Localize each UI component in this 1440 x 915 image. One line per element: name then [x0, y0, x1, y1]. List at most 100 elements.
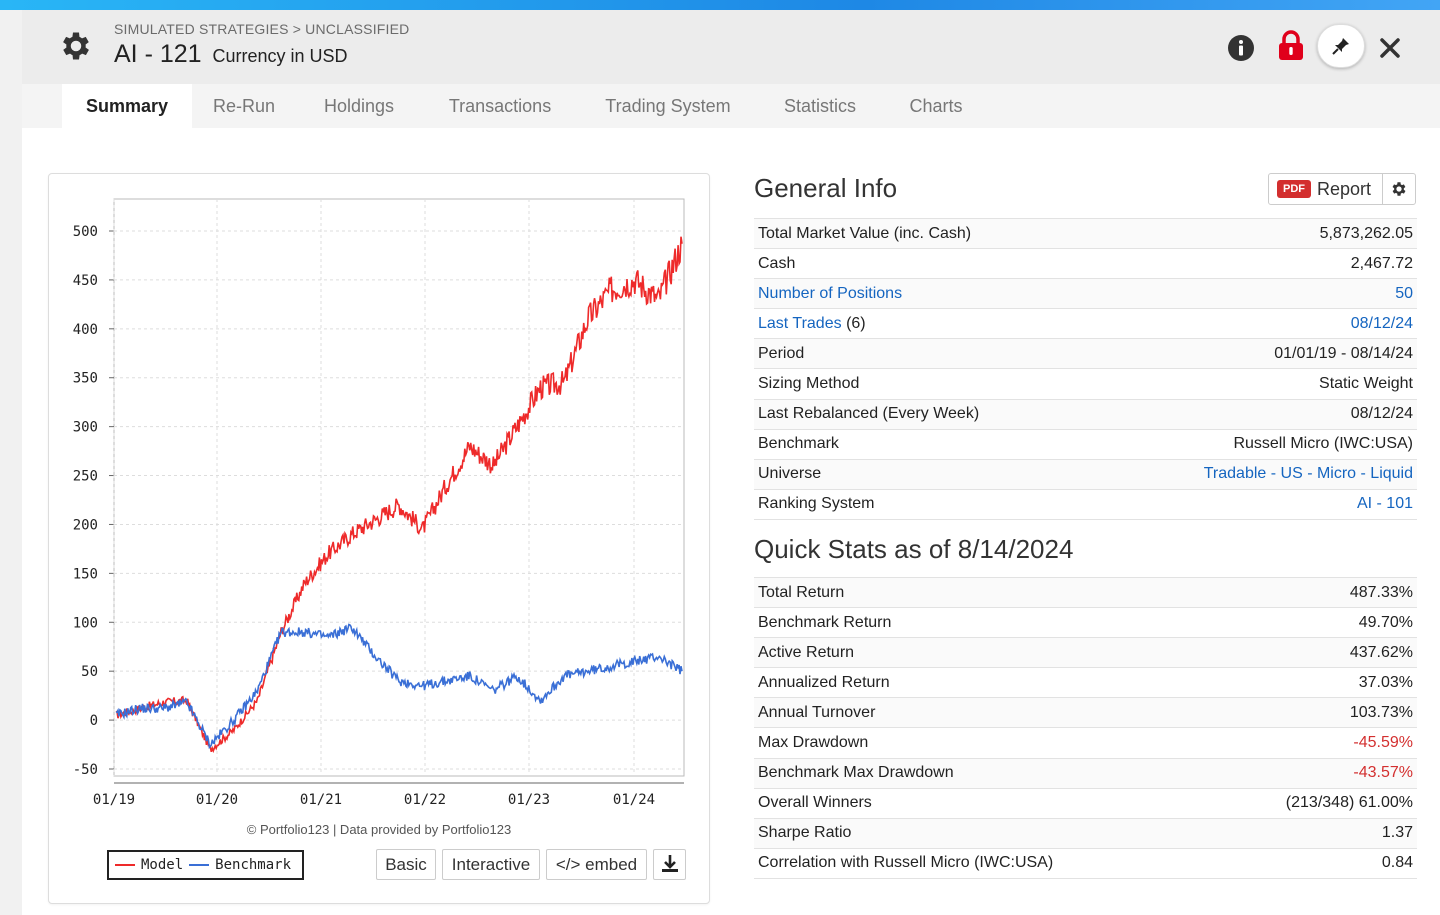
- legend-benchmark[interactable]: Benchmark: [189, 857, 291, 873]
- row-value: 487.33%: [1212, 576, 1417, 608]
- y-tick-label: 350: [73, 371, 98, 387]
- y-tick-label: 300: [73, 420, 98, 436]
- row-value: 01/01/19 - 08/14/24: [1094, 338, 1417, 369]
- close-icon[interactable]: [1380, 38, 1400, 58]
- tab-transactions[interactable]: Transactions: [448, 96, 552, 116]
- panel-header: SIMULATED STRATEGIES > UNCLASSIFIED AI -…: [22, 10, 1440, 84]
- row-label: Correlation with Russell Micro (IWC:USA): [754, 847, 1213, 879]
- strategy-name: AI - 121: [114, 40, 202, 68]
- table-row: Total Return 487.33%: [754, 576, 1417, 608]
- y-tick-label: 250: [73, 469, 98, 485]
- row-label: Annualized Return: [754, 667, 1213, 698]
- row-label: Total Return: [754, 576, 1213, 608]
- table-row: Sizing Method Static Weight: [754, 368, 1417, 400]
- chart-legend: Model Benchmark: [107, 850, 304, 880]
- row-value: 437.62%: [1212, 637, 1417, 668]
- row-label: Benchmark Return: [754, 607, 1213, 638]
- report-label: Report: [1317, 178, 1372, 199]
- currency-label: Currency in USD: [212, 46, 348, 66]
- row-value: Static Weight: [1094, 368, 1417, 400]
- download-icon: [661, 855, 678, 872]
- x-tick-label: 01/24: [613, 792, 655, 808]
- row-label: Benchmark: [754, 428, 1095, 460]
- ranking-system-link[interactable]: AI - 101: [1094, 488, 1417, 520]
- y-tick-label: 500: [73, 224, 98, 240]
- table-row: Last Rebalanced (Every Week) 08/12/24: [754, 398, 1417, 430]
- interactive-button[interactable]: Interactive: [442, 849, 540, 880]
- table-row: Annualized Return 37.03%: [754, 667, 1417, 698]
- tab-bar: Summary Re-Run Holdings Transactions Tra…: [22, 84, 1440, 128]
- y-tick-label: 0: [90, 713, 98, 729]
- row-value: -43.57%: [1212, 757, 1417, 789]
- table-row: Benchmark Return 49.70%: [754, 607, 1417, 638]
- row-label: Last Rebalanced (Every Week): [754, 398, 1095, 430]
- last-trades-count: (6): [846, 314, 866, 332]
- y-tick-label: -50: [73, 762, 98, 778]
- y-tick-label: 450: [73, 273, 98, 289]
- row-label: Max Drawdown: [754, 727, 1213, 759]
- tab-rerun[interactable]: Re-Run: [212, 96, 276, 116]
- table-row: Sharpe Ratio 1.37: [754, 817, 1417, 849]
- info-icon[interactable]: [1227, 34, 1255, 62]
- row-value: Russell Micro (IWC:USA): [1094, 428, 1417, 460]
- y-tick-label: 100: [73, 615, 98, 631]
- tab-trading-system[interactable]: Trading System: [605, 96, 731, 116]
- lock-icon[interactable]: [1277, 30, 1305, 62]
- row-value: 49.70%: [1212, 607, 1417, 638]
- positions-count-link[interactable]: 50: [1094, 278, 1417, 309]
- table-row: Ranking System AI - 101: [754, 488, 1417, 520]
- table-row: Total Market Value (inc. Cash) 5,873,262.…: [754, 217, 1417, 249]
- tab-holdings[interactable]: Holdings: [323, 96, 395, 116]
- x-tick-label: 01/19: [93, 792, 135, 808]
- pin-button[interactable]: [1317, 24, 1365, 68]
- quick-stats-table: Total Return 487.33% Benchmark Return 49.7…: [754, 576, 1417, 879]
- basic-button[interactable]: Basic: [376, 849, 436, 880]
- table-row: Active Return 437.62%: [754, 637, 1417, 668]
- performance-chart: 500 450 400 350 300 250 200 150 100 50 0 -50 01/19 01…: [48, 173, 710, 904]
- table-row: Last Trades (6) 08/12/24: [754, 308, 1417, 339]
- row-value: 2,467.72: [1094, 248, 1417, 279]
- quick-stats-title: Quick Stats as of 8/14/2024: [754, 534, 1074, 564]
- y-tick-label: 400: [73, 322, 98, 338]
- table-row: Benchmark Russell Micro (IWC:USA): [754, 428, 1417, 460]
- table-row: Number of Positions 50: [754, 278, 1417, 309]
- table-row: Benchmark Max Drawdown -43.57%: [754, 757, 1417, 789]
- last-trades-link[interactable]: Last Trades: [758, 314, 842, 332]
- x-tick-label: 01/20: [196, 792, 238, 808]
- row-label: Active Return: [754, 637, 1213, 668]
- embed-button[interactable]: </> embed: [546, 849, 647, 880]
- row-value: 5,873,262.05: [1094, 217, 1417, 249]
- row-value: 08/12/24: [1094, 398, 1417, 430]
- x-tick-label: 01/21: [300, 792, 342, 808]
- pdf-report-button[interactable]: PDF Report: [1269, 174, 1383, 204]
- y-tick-label: 150: [73, 566, 98, 582]
- series-line-benchmark[interactable]: [115, 623, 683, 750]
- settings-gear-icon[interactable]: [58, 28, 94, 64]
- table-row: Cash 2,467.72: [754, 248, 1417, 279]
- top-accent-bar: [0, 0, 1440, 10]
- strategy-panel: SIMULATED STRATEGIES > UNCLASSIFIED AI -…: [22, 10, 1440, 915]
- universe-link[interactable]: Tradable - US - Micro - Liquid: [1094, 458, 1417, 490]
- row-value: 1.37: [1212, 817, 1417, 849]
- tab-statistics[interactable]: Statistics: [783, 96, 857, 116]
- report-settings-button[interactable]: [1383, 174, 1415, 204]
- x-tick-label: 01/22: [404, 792, 446, 808]
- row-label: Universe: [754, 458, 1095, 490]
- number-of-positions-link[interactable]: Number of Positions: [754, 278, 1095, 309]
- row-label: Sizing Method: [754, 368, 1095, 400]
- breadcrumb[interactable]: SIMULATED STRATEGIES > UNCLASSIFIED: [114, 21, 410, 37]
- page-title: AI - 121 Currency in USD: [114, 40, 348, 69]
- last-trades-date-link[interactable]: 08/12/24: [1094, 308, 1417, 339]
- tab-summary[interactable]: Summary: [62, 84, 192, 128]
- general-info-table: Total Market Value (inc. Cash) 5,873,262.…: [754, 217, 1417, 520]
- tab-charts[interactable]: Charts: [909, 96, 963, 116]
- download-button[interactable]: [653, 849, 686, 880]
- legend-model[interactable]: Model: [115, 857, 183, 873]
- y-tick-label: 50: [81, 664, 98, 680]
- table-row: Period 01/01/19 - 08/14/24: [754, 338, 1417, 369]
- table-row: Max Drawdown -45.59%: [754, 727, 1417, 759]
- y-tick-label: 200: [73, 517, 98, 533]
- row-value: -45.59%: [1212, 727, 1417, 759]
- row-label: Cash: [754, 248, 1095, 279]
